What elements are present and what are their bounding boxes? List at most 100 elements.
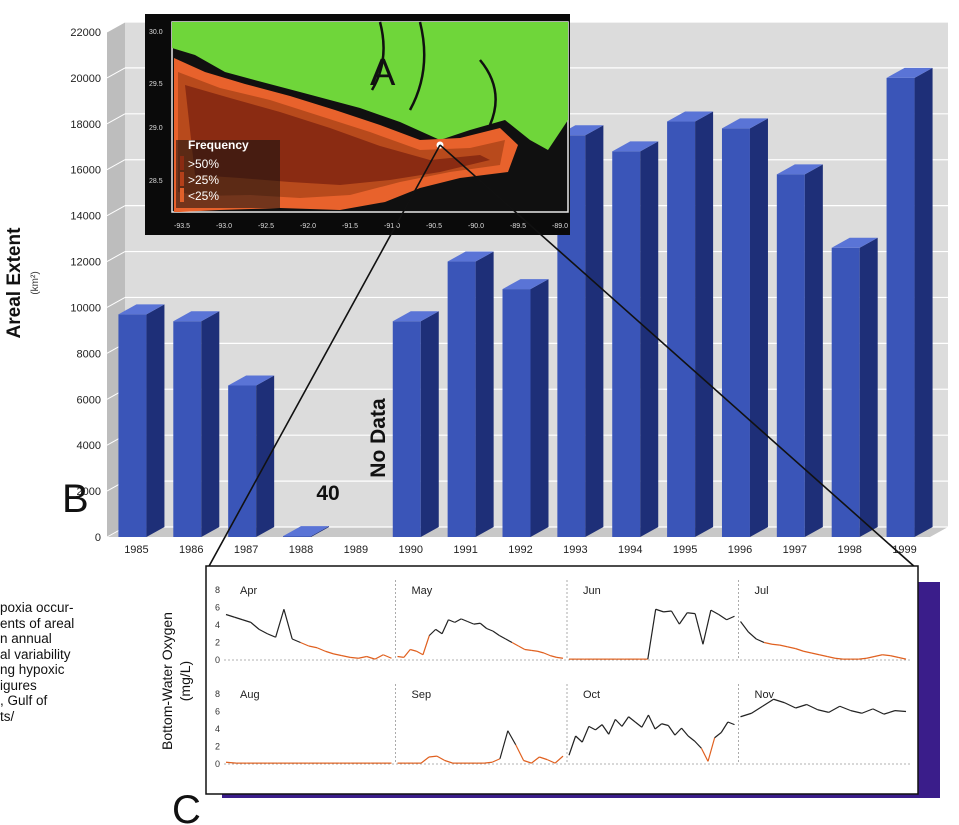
lat-tick: 28.5: [149, 178, 163, 185]
lon-tick: -92.5: [258, 223, 274, 230]
oxygen-trace-segment: [225, 761, 237, 764]
oxygen-trace-segment: [655, 608, 664, 613]
oxygen-trace-segment: [537, 650, 545, 654]
bar-side-1986: [201, 311, 220, 537]
oxygen-trace-segment: [882, 654, 891, 657]
caption-line: n annual: [0, 631, 52, 646]
y-tick-label: 12000: [70, 257, 101, 269]
land-mass: [172, 22, 568, 150]
x-tick-label: 1997: [783, 544, 807, 556]
panel-c-frame: [205, 565, 919, 795]
caption-fragment: poxia occur- ents of areal n annual al v…: [0, 600, 215, 724]
legend-item-label: >25%: [188, 173, 219, 187]
y-tick-label: 8: [215, 585, 220, 595]
legend-item-label: <25%: [188, 189, 219, 203]
oxygen-trace-segment: [894, 710, 907, 713]
oxygen-trace-segment: [883, 710, 896, 715]
bar-side-1997: [804, 164, 823, 537]
oxygen-trace-segment: [550, 655, 557, 658]
bar-top-1995: [667, 111, 714, 122]
y-tick-label: 6: [215, 707, 220, 717]
bar-side-1999: [914, 67, 933, 537]
y-tick-label: 16000: [70, 165, 101, 177]
oxygen-trace-segment: [341, 655, 351, 658]
oxygen-trace-segment: [492, 630, 500, 636]
oxygen-trace-segment: [428, 755, 437, 758]
bar-top-1996: [721, 118, 768, 129]
y-tick-label: 18000: [70, 119, 101, 131]
bar-1990: [392, 321, 421, 537]
oxygen-trace-segment: [486, 627, 494, 632]
oxygen-trace-segment: [291, 638, 301, 644]
y-tick-label: 0: [215, 759, 220, 769]
bar-1986: [173, 321, 202, 537]
oxygen-trace-segment: [747, 631, 757, 640]
oxygen-rows: 0 2 4 6 8 Apr May Jun Jul 0 2 4 6 8 Aug Sep Oct Nov: [215, 580, 910, 769]
oxygen-trace-segment: [460, 618, 468, 623]
oxygen-trace-segment: [588, 725, 596, 731]
bar-side-1998: [859, 237, 878, 538]
oxygen-trace-segment: [515, 744, 525, 761]
x-tick-label: 1985: [124, 544, 148, 556]
oxygen-trace-segment: [234, 616, 243, 621]
lon-tick: -91.5: [342, 223, 358, 230]
oxygen-trace-segment: [726, 615, 735, 621]
lon-tick: -90.0: [468, 223, 484, 230]
oxygen-trace-segment: [787, 646, 796, 650]
chart-b-ylabel: Areal Extent: [4, 227, 25, 339]
oxygen-trace-segment: [850, 710, 863, 714]
rivers: [370, 21, 497, 126]
x-tick-label: 1993: [563, 544, 587, 556]
oxygen-timeseries-panel: 0 2 4 6 8 Apr May Jun Jul 0 2 4 6 8 Aug Sep Oct Nov Botto…: [159, 565, 940, 798]
no-data-label: No Data: [367, 398, 390, 478]
x-tick-label: 1995: [673, 544, 697, 556]
month-label: Nov: [755, 689, 775, 701]
oxygen-trace-segment: [448, 619, 456, 623]
oxygen-trace-segment: [479, 622, 487, 629]
month-label: Jul: [755, 585, 769, 597]
oxygen-trace-segment: [827, 655, 836, 659]
oxygen-trace-segment: [275, 609, 285, 638]
oxygen-trace-segment: [523, 759, 532, 764]
oxygen-trace-segment: [300, 641, 309, 647]
inset-legend: >50% >25% <25%: [180, 156, 219, 203]
oxygen-trace-segment: [897, 656, 907, 660]
bar-1987: [228, 385, 257, 537]
oxygen-trace-segment: [267, 633, 276, 638]
legend-swatch: [180, 172, 184, 186]
oxygen-trace-segment: [628, 716, 636, 723]
oxygen-trace-segment: [441, 619, 449, 634]
bar-side-1993: [585, 125, 604, 537]
bar-top-1987: [228, 375, 275, 386]
x-tick-label: 1990: [399, 544, 423, 556]
legend-swatch: [180, 156, 184, 170]
bar-side-1995: [695, 111, 714, 537]
month-label: Aug: [240, 689, 260, 701]
y-tick-label: 10000: [70, 302, 101, 314]
inset-lon-ticks: -93.5 -93.0 -92.5 -92.0 -91.5 -91.0 -90.5 -90.0…: [174, 223, 568, 230]
caption-line: poxia occur-: [0, 600, 74, 615]
oxygen-trace-segment: [531, 756, 540, 764]
lon-tick: -89.5: [510, 223, 526, 230]
x-tick-label: 1992: [508, 544, 532, 556]
gridline-side: [106, 67, 126, 79]
oxygen-trace-segment: [861, 708, 874, 714]
bar-side-1990: [420, 311, 439, 537]
oxygen-trace-segment: [835, 657, 844, 660]
y-tick-label: 2000: [77, 486, 101, 498]
x-tick-label: 1998: [837, 544, 861, 556]
oxygen-trace-segment: [554, 755, 564, 764]
caption-line: , Gulf of: [0, 693, 48, 708]
caption-line: igures: [0, 677, 37, 693]
panel-letter-c: C: [172, 788, 201, 825]
inset-legend-title: Frequency: [188, 138, 249, 152]
oxygen-trace-segment: [258, 628, 268, 635]
oxygen-trace-segment: [505, 638, 513, 644]
oxygen-trace-segment: [670, 610, 680, 625]
lon-tick: -92.0: [300, 223, 316, 230]
connector-line-left: [207, 144, 441, 569]
oxygen-trace-segment: [795, 648, 804, 652]
legend-item-label: >50%: [188, 157, 219, 171]
bar-side-1996: [749, 118, 768, 537]
